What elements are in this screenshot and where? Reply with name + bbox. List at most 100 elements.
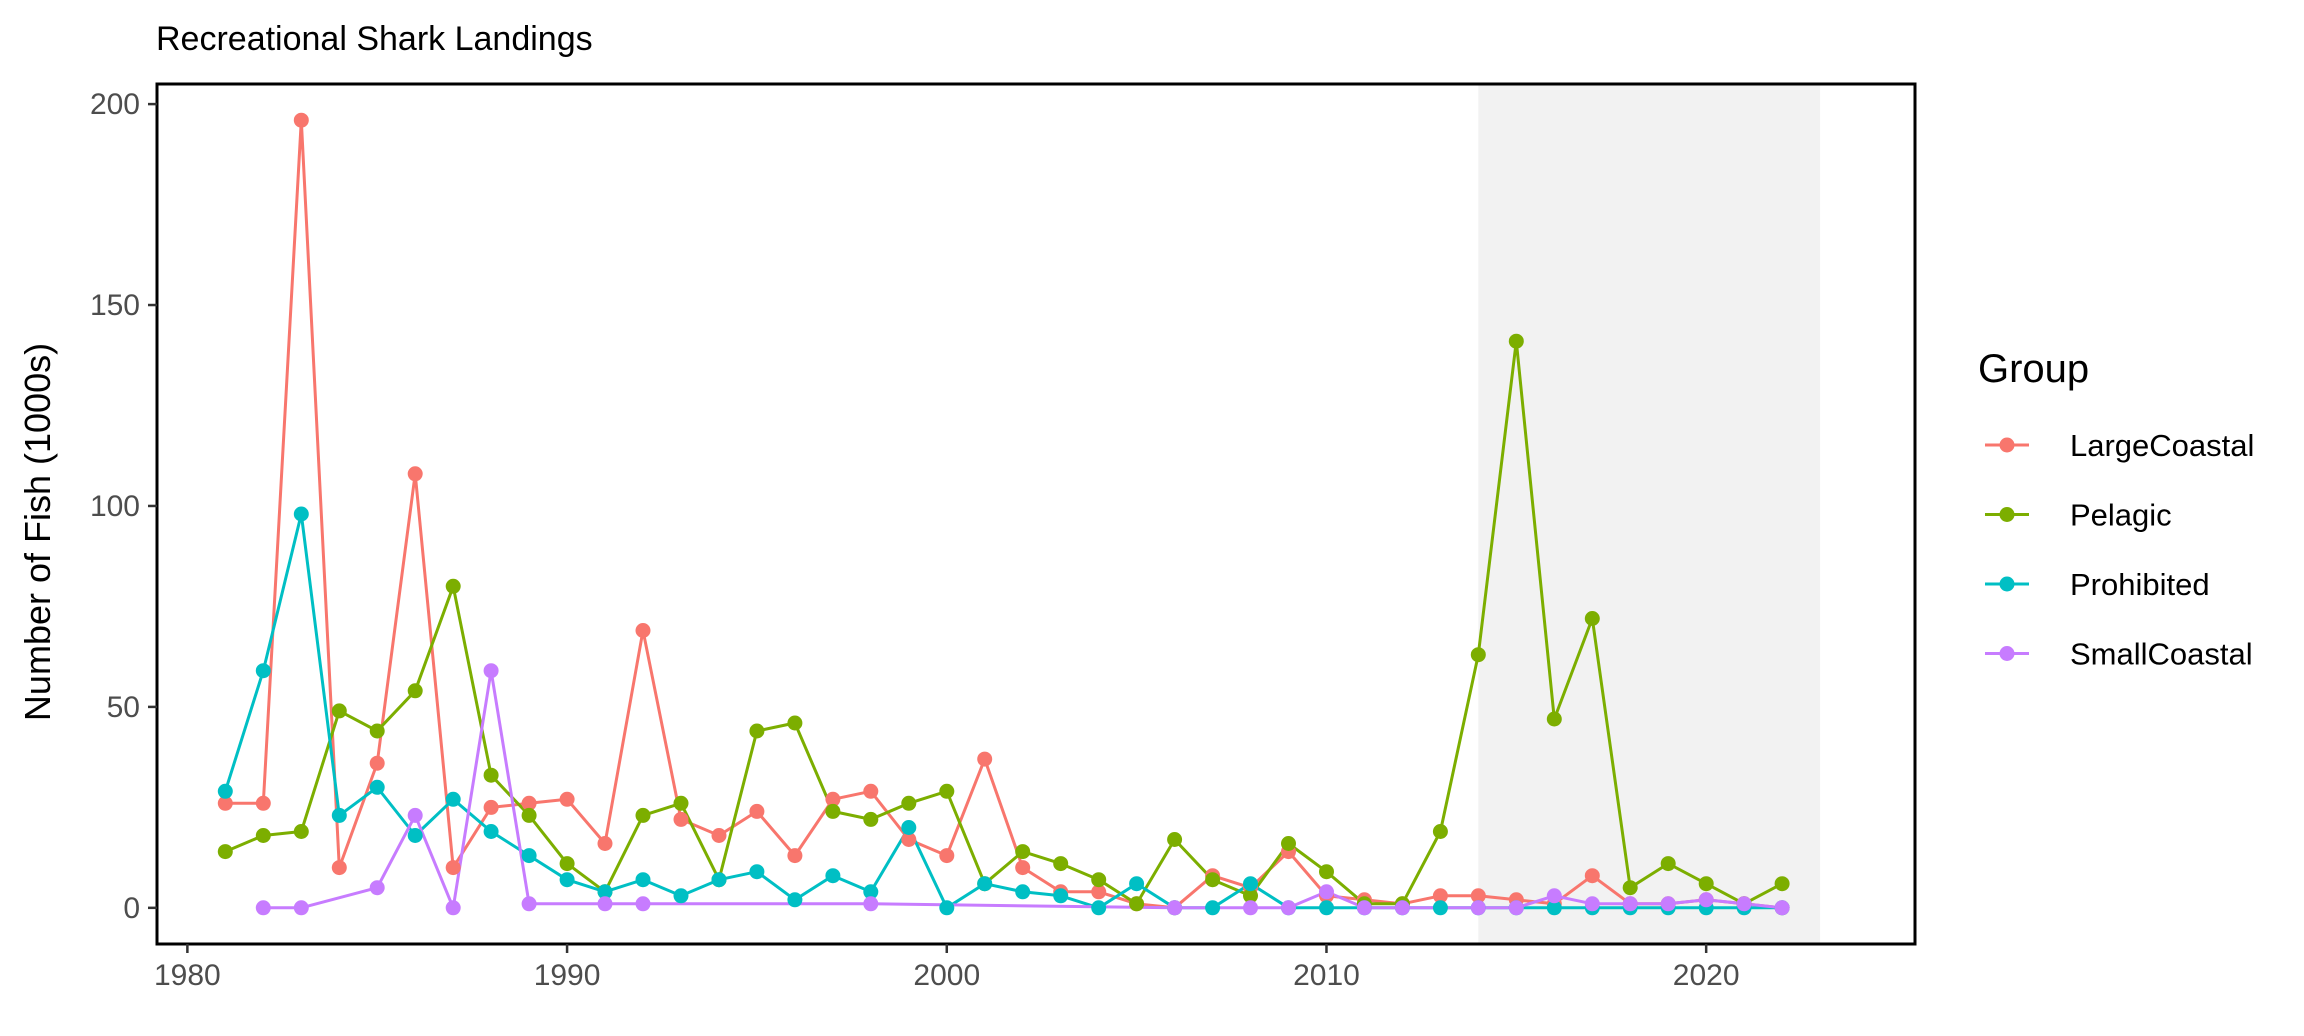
data-point-pelagic-1989 xyxy=(521,807,537,823)
data-point-pelagic-1984 xyxy=(331,703,347,719)
data-point-prohibited-1987 xyxy=(445,791,461,807)
data-point-pelagic-2017 xyxy=(1584,611,1600,626)
data-point-pelagic-1997 xyxy=(825,803,841,819)
data-point-pelagic-2006 xyxy=(1167,832,1183,847)
data-point-smallcoastal-2006 xyxy=(1167,900,1183,916)
shaded-region xyxy=(1478,84,1821,944)
data-point-prohibited-2005 xyxy=(1129,876,1145,892)
legend-item-largecoastal: LargeCoastal xyxy=(1985,428,2254,463)
data-point-smallcoastal-2012 xyxy=(1394,900,1410,916)
legend-title: Group xyxy=(1978,347,2089,391)
data-point-prohibited-2004 xyxy=(1091,900,1107,916)
data-point-largecoastal-1999 xyxy=(901,832,917,847)
chart-title: Recreational Shark Landings xyxy=(156,20,593,58)
data-point-pelagic-1983 xyxy=(293,824,309,839)
data-point-pelagic-2022 xyxy=(1774,876,1790,892)
data-point-smallcoastal-2019 xyxy=(1660,896,1676,912)
data-point-largecoastal-2004 xyxy=(1091,884,1107,900)
data-point-prohibited-1981 xyxy=(217,783,233,799)
data-point-pelagic-1981 xyxy=(217,844,233,860)
data-point-pelagic-2002 xyxy=(1015,844,1031,860)
data-point-pelagic-1987 xyxy=(445,578,461,594)
data-point-prohibited-2002 xyxy=(1015,884,1031,900)
x-tick-label: 2010 xyxy=(1293,959,1360,992)
legend-marker-prohibited xyxy=(1999,576,2015,592)
data-point-largecoastal-1988 xyxy=(483,799,499,815)
data-point-prohibited-1991 xyxy=(597,884,613,900)
data-point-pelagic-1990 xyxy=(559,856,575,872)
y-tick-label: 200 xyxy=(90,88,140,121)
data-point-pelagic-2014 xyxy=(1470,647,1486,663)
legend-marker-smallcoastal xyxy=(1999,646,2015,661)
data-point-smallcoastal-2008 xyxy=(1243,900,1258,916)
legend-item-pelagic: Pelagic xyxy=(1985,498,2172,533)
data-point-smallcoastal-2011 xyxy=(1356,900,1372,916)
data-point-largecoastal-1995 xyxy=(749,803,765,819)
legend-label-pelagic: Pelagic xyxy=(2070,498,2172,533)
data-point-smallcoastal-2015 xyxy=(1508,900,1524,916)
data-point-prohibited-1999 xyxy=(901,820,917,835)
data-point-prohibited-2003 xyxy=(1053,888,1069,904)
legend-label-largecoastal: LargeCoastal xyxy=(2070,428,2254,463)
data-point-smallcoastal-1992 xyxy=(635,896,651,912)
legend-item-prohibited: Prohibited xyxy=(1985,567,2210,602)
data-point-pelagic-1998 xyxy=(863,811,879,827)
data-point-pelagic-2000 xyxy=(939,783,955,799)
data-point-pelagic-2013 xyxy=(1432,824,1448,839)
data-point-prohibited-1986 xyxy=(407,828,423,843)
data-point-smallcoastal-2016 xyxy=(1546,888,1562,904)
y-tick-label: 100 xyxy=(90,490,140,523)
data-point-largecoastal-1985 xyxy=(369,755,385,771)
data-point-prohibited-1993 xyxy=(673,888,689,904)
data-point-smallcoastal-2020 xyxy=(1698,892,1714,908)
data-point-largecoastal-1981 xyxy=(217,795,233,811)
data-point-largecoastal-2013 xyxy=(1432,888,1448,904)
legend-label-smallcoastal: SmallCoastal xyxy=(2070,637,2253,672)
data-point-largecoastal-1996 xyxy=(787,848,803,864)
data-point-prohibited-1989 xyxy=(521,848,537,864)
data-point-largecoastal-2014 xyxy=(1470,888,1486,904)
data-point-pelagic-1993 xyxy=(673,795,689,811)
data-point-largecoastal-1984 xyxy=(331,860,347,876)
data-point-prohibited-1997 xyxy=(825,868,841,884)
data-point-largecoastal-1989 xyxy=(521,795,537,811)
data-point-largecoastal-1992 xyxy=(635,623,651,638)
data-point-pelagic-1996 xyxy=(787,715,803,731)
data-point-prohibited-2016 xyxy=(1546,900,1562,916)
data-point-prohibited-1990 xyxy=(559,872,575,888)
legend-item-smallcoastal: SmallCoastal xyxy=(1985,637,2253,672)
plot-border xyxy=(155,82,1917,946)
data-point-pelagic-2010 xyxy=(1319,864,1334,880)
data-point-prohibited-2001 xyxy=(977,876,993,892)
data-point-largecoastal-1986 xyxy=(407,466,423,482)
series-points xyxy=(217,112,1790,916)
data-point-prohibited-2007 xyxy=(1205,900,1221,916)
data-point-smallcoastal-1985 xyxy=(369,880,385,896)
legend-marker-largecoastal xyxy=(1999,437,2015,453)
x-tick-label: 2020 xyxy=(1673,959,1740,992)
data-point-prohibited-1995 xyxy=(749,864,765,880)
legend-label-prohibited: Prohibited xyxy=(2070,567,2210,602)
y-tick-label: 50 xyxy=(107,691,140,724)
data-point-largecoastal-1994 xyxy=(711,828,727,843)
data-point-largecoastal-1993 xyxy=(673,811,689,827)
data-point-pelagic-2019 xyxy=(1660,856,1676,872)
data-point-prohibited-2000 xyxy=(939,900,955,916)
y-axis-label: Number of Fish (1000s) xyxy=(17,343,58,721)
data-point-smallcoastal-2021 xyxy=(1736,896,1752,912)
data-point-largecoastal-1997 xyxy=(825,791,841,807)
data-point-smallcoastal-1998 xyxy=(863,896,879,912)
data-point-largecoastal-1982 xyxy=(255,795,271,811)
data-point-pelagic-1985 xyxy=(369,723,385,739)
data-point-prohibited-1992 xyxy=(635,872,651,888)
data-point-pelagic-2016 xyxy=(1546,711,1562,727)
data-point-largecoastal-2017 xyxy=(1584,868,1600,884)
data-point-largecoastal-1987 xyxy=(445,860,461,876)
data-point-smallcoastal-1982 xyxy=(255,900,271,916)
data-point-smallcoastal-1988 xyxy=(483,663,499,679)
legend-marker-pelagic xyxy=(1999,507,2015,522)
data-point-largecoastal-1983 xyxy=(293,112,309,128)
data-point-smallcoastal-2014 xyxy=(1470,900,1486,916)
data-point-pelagic-1986 xyxy=(407,683,423,699)
y-tick-label: 150 xyxy=(90,289,140,322)
